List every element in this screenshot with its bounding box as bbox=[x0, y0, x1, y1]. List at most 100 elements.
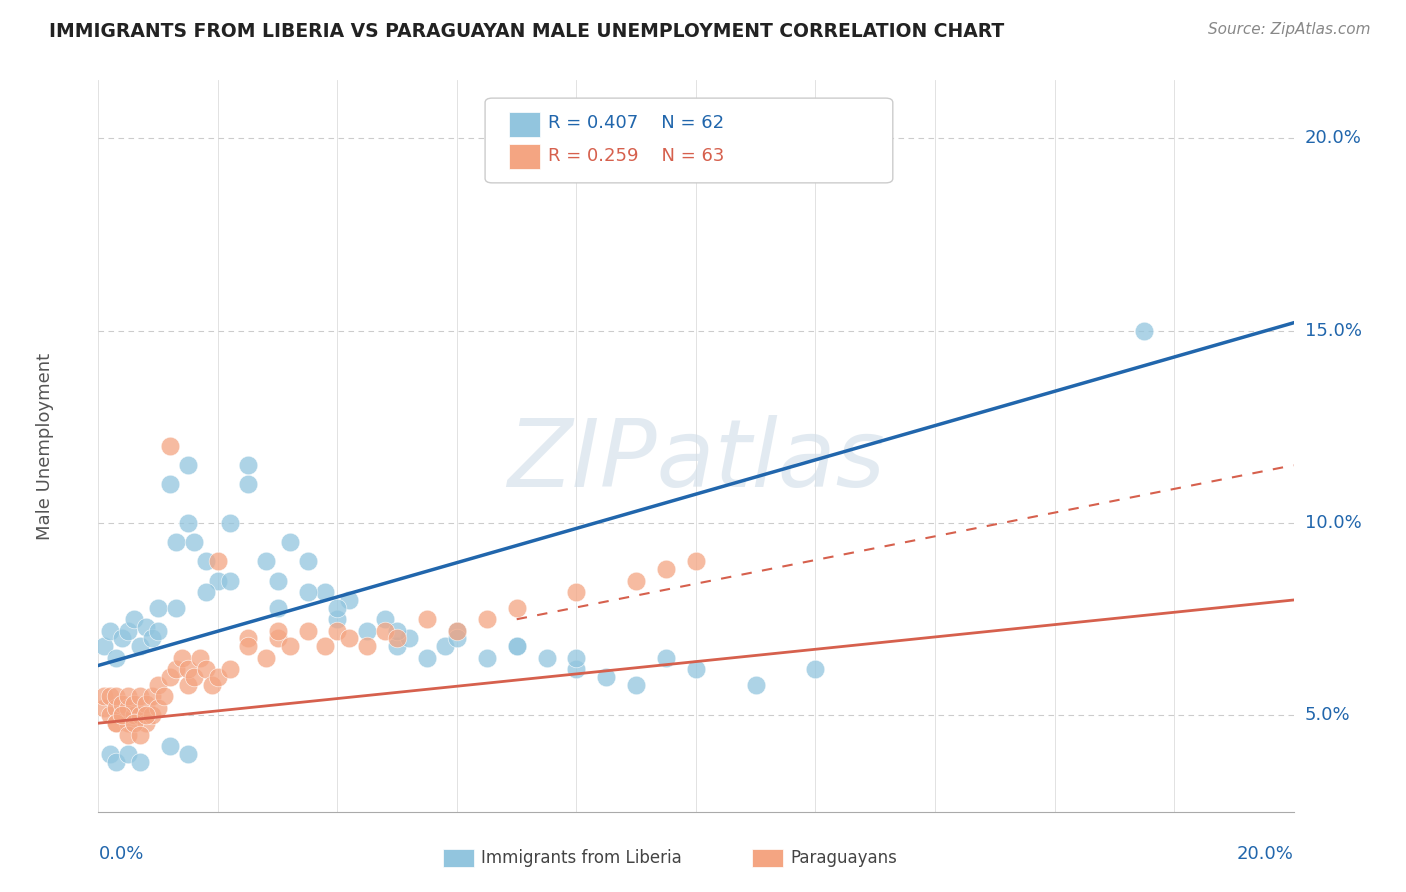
Point bbox=[165, 662, 187, 676]
Text: 0.0%: 0.0% bbox=[98, 845, 143, 863]
Point bbox=[385, 639, 409, 653]
Point bbox=[385, 624, 409, 638]
Point bbox=[339, 632, 361, 646]
Point bbox=[148, 624, 170, 638]
Text: IMMIGRANTS FROM LIBERIA VS PARAGUAYAN MALE UNEMPLOYMENT CORRELATION CHART: IMMIGRANTS FROM LIBERIA VS PARAGUAYAN MA… bbox=[49, 22, 1004, 41]
Point bbox=[536, 650, 558, 665]
Point bbox=[398, 632, 420, 646]
Point bbox=[374, 624, 396, 638]
Point bbox=[135, 716, 157, 731]
Point bbox=[148, 600, 170, 615]
Point bbox=[93, 690, 115, 704]
Point bbox=[326, 600, 349, 615]
Point bbox=[124, 708, 146, 723]
Point bbox=[105, 716, 128, 731]
Point bbox=[183, 670, 205, 684]
Point bbox=[195, 554, 218, 568]
Point bbox=[236, 632, 259, 646]
Point bbox=[434, 639, 457, 653]
Text: R = 0.259    N = 63: R = 0.259 N = 63 bbox=[548, 146, 724, 165]
Text: 20.0%: 20.0% bbox=[1237, 845, 1294, 863]
Point bbox=[207, 574, 229, 588]
Point bbox=[129, 755, 152, 769]
Point bbox=[297, 585, 319, 599]
Point bbox=[135, 708, 157, 723]
Point bbox=[475, 612, 498, 626]
Point bbox=[105, 716, 128, 731]
Text: 20.0%: 20.0% bbox=[1305, 129, 1361, 147]
Point bbox=[297, 554, 319, 568]
Point bbox=[315, 639, 337, 653]
Point bbox=[315, 585, 337, 599]
Point bbox=[685, 554, 707, 568]
Point bbox=[148, 678, 170, 692]
Point bbox=[1133, 324, 1156, 338]
Text: Male Unemployment: Male Unemployment bbox=[35, 352, 53, 540]
Point bbox=[236, 458, 259, 473]
Point bbox=[105, 690, 128, 704]
Point bbox=[117, 716, 139, 731]
Point bbox=[356, 639, 378, 653]
Text: R = 0.407    N = 62: R = 0.407 N = 62 bbox=[548, 114, 724, 132]
Point bbox=[111, 708, 134, 723]
Text: Immigrants from Liberia: Immigrants from Liberia bbox=[481, 849, 682, 867]
Point bbox=[177, 458, 200, 473]
Point bbox=[254, 554, 277, 568]
Point bbox=[195, 662, 218, 676]
Point bbox=[626, 574, 648, 588]
Point bbox=[236, 639, 259, 653]
Point bbox=[159, 670, 181, 684]
Point bbox=[565, 650, 588, 665]
Point bbox=[93, 700, 115, 714]
Point bbox=[129, 690, 152, 704]
Point bbox=[177, 662, 200, 676]
Text: Paraguayans: Paraguayans bbox=[790, 849, 897, 867]
Point bbox=[159, 477, 181, 491]
Point bbox=[117, 624, 139, 638]
Point bbox=[177, 747, 200, 761]
Point bbox=[278, 639, 301, 653]
Point bbox=[219, 662, 242, 676]
Point bbox=[129, 728, 152, 742]
Point bbox=[105, 755, 128, 769]
Point bbox=[98, 624, 122, 638]
Point bbox=[506, 600, 529, 615]
Point bbox=[267, 600, 290, 615]
Text: Source: ZipAtlas.com: Source: ZipAtlas.com bbox=[1208, 22, 1371, 37]
Text: 10.0%: 10.0% bbox=[1305, 514, 1361, 532]
Point bbox=[98, 690, 122, 704]
Point bbox=[141, 632, 163, 646]
Point bbox=[159, 739, 181, 754]
Point bbox=[111, 697, 134, 711]
Point bbox=[416, 612, 439, 626]
Point bbox=[195, 585, 218, 599]
Point bbox=[124, 716, 146, 731]
Point bbox=[129, 639, 152, 653]
Point bbox=[177, 678, 200, 692]
Point bbox=[93, 639, 115, 653]
Point bbox=[172, 650, 194, 665]
Text: 15.0%: 15.0% bbox=[1305, 321, 1361, 340]
Point bbox=[135, 620, 157, 634]
Point bbox=[374, 612, 396, 626]
Point bbox=[177, 516, 200, 530]
Point bbox=[326, 612, 349, 626]
Point bbox=[506, 639, 529, 653]
Point bbox=[183, 535, 205, 549]
Point bbox=[111, 632, 134, 646]
Point bbox=[446, 624, 468, 638]
Point bbox=[804, 662, 827, 676]
Point bbox=[219, 574, 242, 588]
Point bbox=[117, 728, 139, 742]
Point bbox=[165, 600, 187, 615]
Point bbox=[565, 585, 588, 599]
Point bbox=[446, 624, 468, 638]
Point bbox=[236, 477, 259, 491]
Point bbox=[141, 708, 163, 723]
Point bbox=[165, 535, 187, 549]
Point bbox=[98, 708, 122, 723]
Point bbox=[98, 747, 122, 761]
Point bbox=[745, 678, 768, 692]
Point bbox=[475, 650, 498, 665]
Point bbox=[326, 624, 349, 638]
